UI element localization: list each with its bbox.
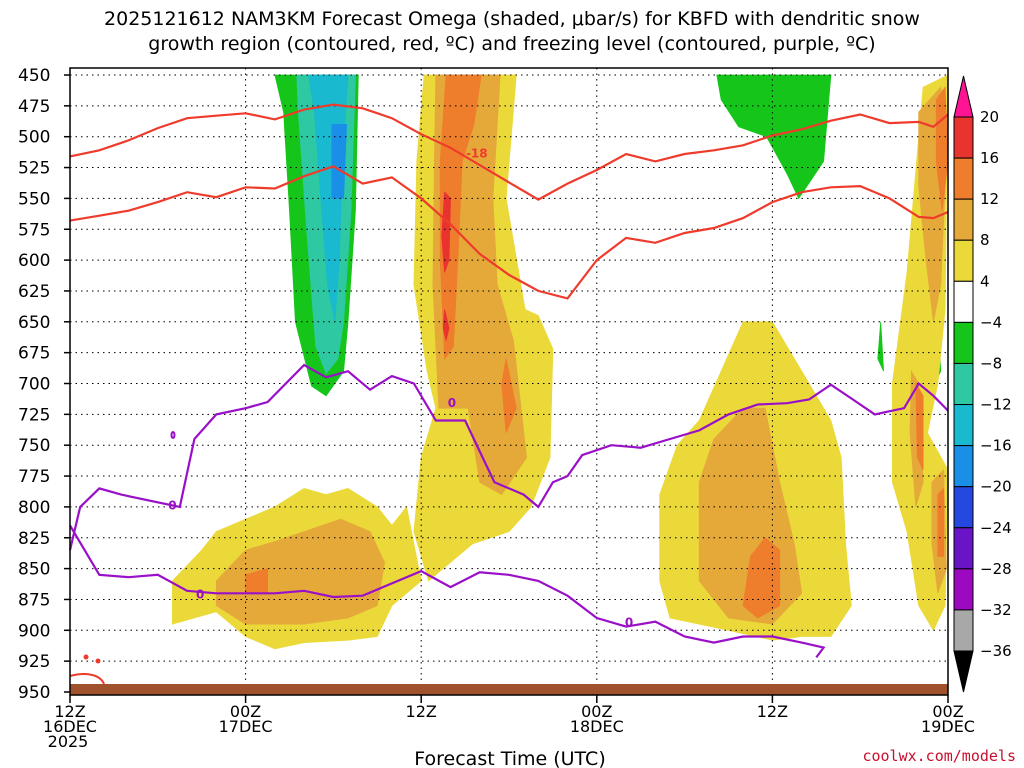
contour-label-0: -18 <box>466 147 488 161</box>
y-tick-label: 650 <box>18 313 50 333</box>
colorbar-label: −16 <box>980 437 1012 455</box>
colorbar-label: 12 <box>980 190 999 208</box>
colorbar-label: −4 <box>980 313 1002 331</box>
y-tick-label: 525 <box>18 159 50 179</box>
y-tick-label: 700 <box>18 375 50 395</box>
y-tick-label: 900 <box>18 621 50 641</box>
x-tick-label: 12Z <box>54 702 85 721</box>
dgz-dot <box>95 658 101 664</box>
colorbar-label: −36 <box>980 642 1012 660</box>
x-tick-label: 12Z <box>406 702 437 721</box>
colorbar-label: 20 <box>980 108 999 126</box>
freezing-lower-contour <box>69 524 826 659</box>
colorbar-segment <box>953 445 974 488</box>
freezing-small-contour <box>170 431 176 439</box>
colorbar-bottom-arrow <box>953 650 974 693</box>
y-tick-label: 775 <box>18 467 50 487</box>
omega-region-24 <box>441 191 451 273</box>
colorbar-label: 4 <box>980 272 990 290</box>
colorbar-top-arrow <box>953 75 974 118</box>
x-tick-label: 00Z <box>932 702 963 721</box>
y-tick-label: 675 <box>18 344 50 364</box>
chart-title-line2: growth region (contoured, red, ºC) and f… <box>148 33 875 55</box>
grid-lines <box>70 68 948 695</box>
colorbar: 20 16 12 8 4 −4 −8 −12 −16 −20 −24 −28 −32 −36 <box>953 75 1012 693</box>
contour-label-text: 0 <box>448 396 456 410</box>
omega-region-6 <box>877 321 884 372</box>
y-tick-label: 725 <box>18 405 50 425</box>
omega-region-22 <box>915 381 924 471</box>
credit-text: coolwx.com/models <box>862 747 1016 765</box>
x-tick-label: 2025 <box>48 732 89 751</box>
colorbar-segment <box>953 362 974 406</box>
colorbar-segment <box>953 527 974 570</box>
contour-label-text: -18 <box>466 147 488 161</box>
colorbar-segment <box>953 239 974 282</box>
contour-label-1: 0 <box>168 498 176 512</box>
colorbar-segment <box>953 404 974 447</box>
colorbar-label: −8 <box>980 354 1002 372</box>
colorbar-label: −12 <box>980 396 1012 414</box>
contour-label-text: 0 <box>625 616 633 630</box>
contour-label-2: 0 <box>196 587 204 601</box>
contour-label-4: 0 <box>625 616 633 630</box>
y-tick-label: 500 <box>18 128 50 148</box>
y-tick-label: 875 <box>18 590 50 610</box>
omega-region-20 <box>742 537 781 619</box>
colorbar-segment <box>953 157 974 200</box>
axes: 450 475 500 525 550 575 600 625 650 675 700 725 750 7… <box>18 66 975 751</box>
colorbar-label: 8 <box>980 231 990 249</box>
colorbar-label: −28 <box>980 560 1012 578</box>
colorbar-segment <box>953 486 974 529</box>
x-tick-label: 12Z <box>757 702 788 721</box>
contours: -18 0 0 0 0 <box>68 103 949 685</box>
dgz-upper-contour <box>69 103 949 201</box>
colorbar-label: 16 <box>980 149 999 167</box>
y-tick-label: 550 <box>18 189 50 209</box>
omega-region-17 <box>439 74 482 360</box>
colorbar-segment <box>953 321 974 364</box>
y-tick-label: 925 <box>18 652 50 672</box>
colorbar-segment <box>953 198 974 241</box>
x-tick-label: 00Z <box>230 702 261 721</box>
omega-region-25 <box>442 309 450 341</box>
colorbar-segment <box>953 568 974 611</box>
x-tick-label: 16DEC <box>43 717 97 736</box>
y-tick-label: 575 <box>18 220 50 240</box>
x-tick-label: 18DEC <box>570 717 624 736</box>
y-tick-label: 475 <box>18 97 50 117</box>
y-tick-label: 750 <box>18 436 50 456</box>
y-tick-label: 850 <box>18 560 50 580</box>
x-tick-label: 00Z <box>581 702 612 721</box>
dgz-surface-contour <box>69 673 105 685</box>
colorbar-label: −32 <box>980 601 1012 619</box>
contour-label-3: 0 <box>448 396 456 410</box>
contour-label-text: 0 <box>196 587 204 601</box>
y-tick-label: 450 <box>18 66 50 86</box>
y-tick-label: 625 <box>18 282 50 302</box>
x-tick-label: 17DEC <box>219 717 273 736</box>
y-tick-label: 825 <box>18 529 50 549</box>
y-tick-label: 800 <box>18 498 50 518</box>
freezing-level-contour <box>68 363 949 551</box>
contour-label-text: 0 <box>168 498 176 512</box>
colorbar-segment <box>953 609 974 652</box>
omega-region-23 <box>937 487 944 557</box>
dgz-lower-contour <box>69 165 949 300</box>
omega-region-3 <box>331 124 348 199</box>
omega-region-26 <box>596 74 609 97</box>
chart-title-line1: 2025121612 NAM3KM Forecast Omega (shaded… <box>104 8 920 30</box>
y-tick-label: 950 <box>18 683 50 703</box>
x-axis-label: Forecast Time (UTC) <box>414 748 605 768</box>
dgz-dot <box>83 654 89 660</box>
x-tick-label: 19DEC <box>921 717 975 736</box>
colorbar-label: −24 <box>980 519 1012 537</box>
y-tick-label: 600 <box>18 251 50 271</box>
colorbar-label: −20 <box>980 478 1012 496</box>
colorbar-segment <box>953 280 974 323</box>
colorbar-segment <box>953 116 974 159</box>
plot-frame <box>69 67 949 696</box>
terrain-ground <box>70 684 948 695</box>
